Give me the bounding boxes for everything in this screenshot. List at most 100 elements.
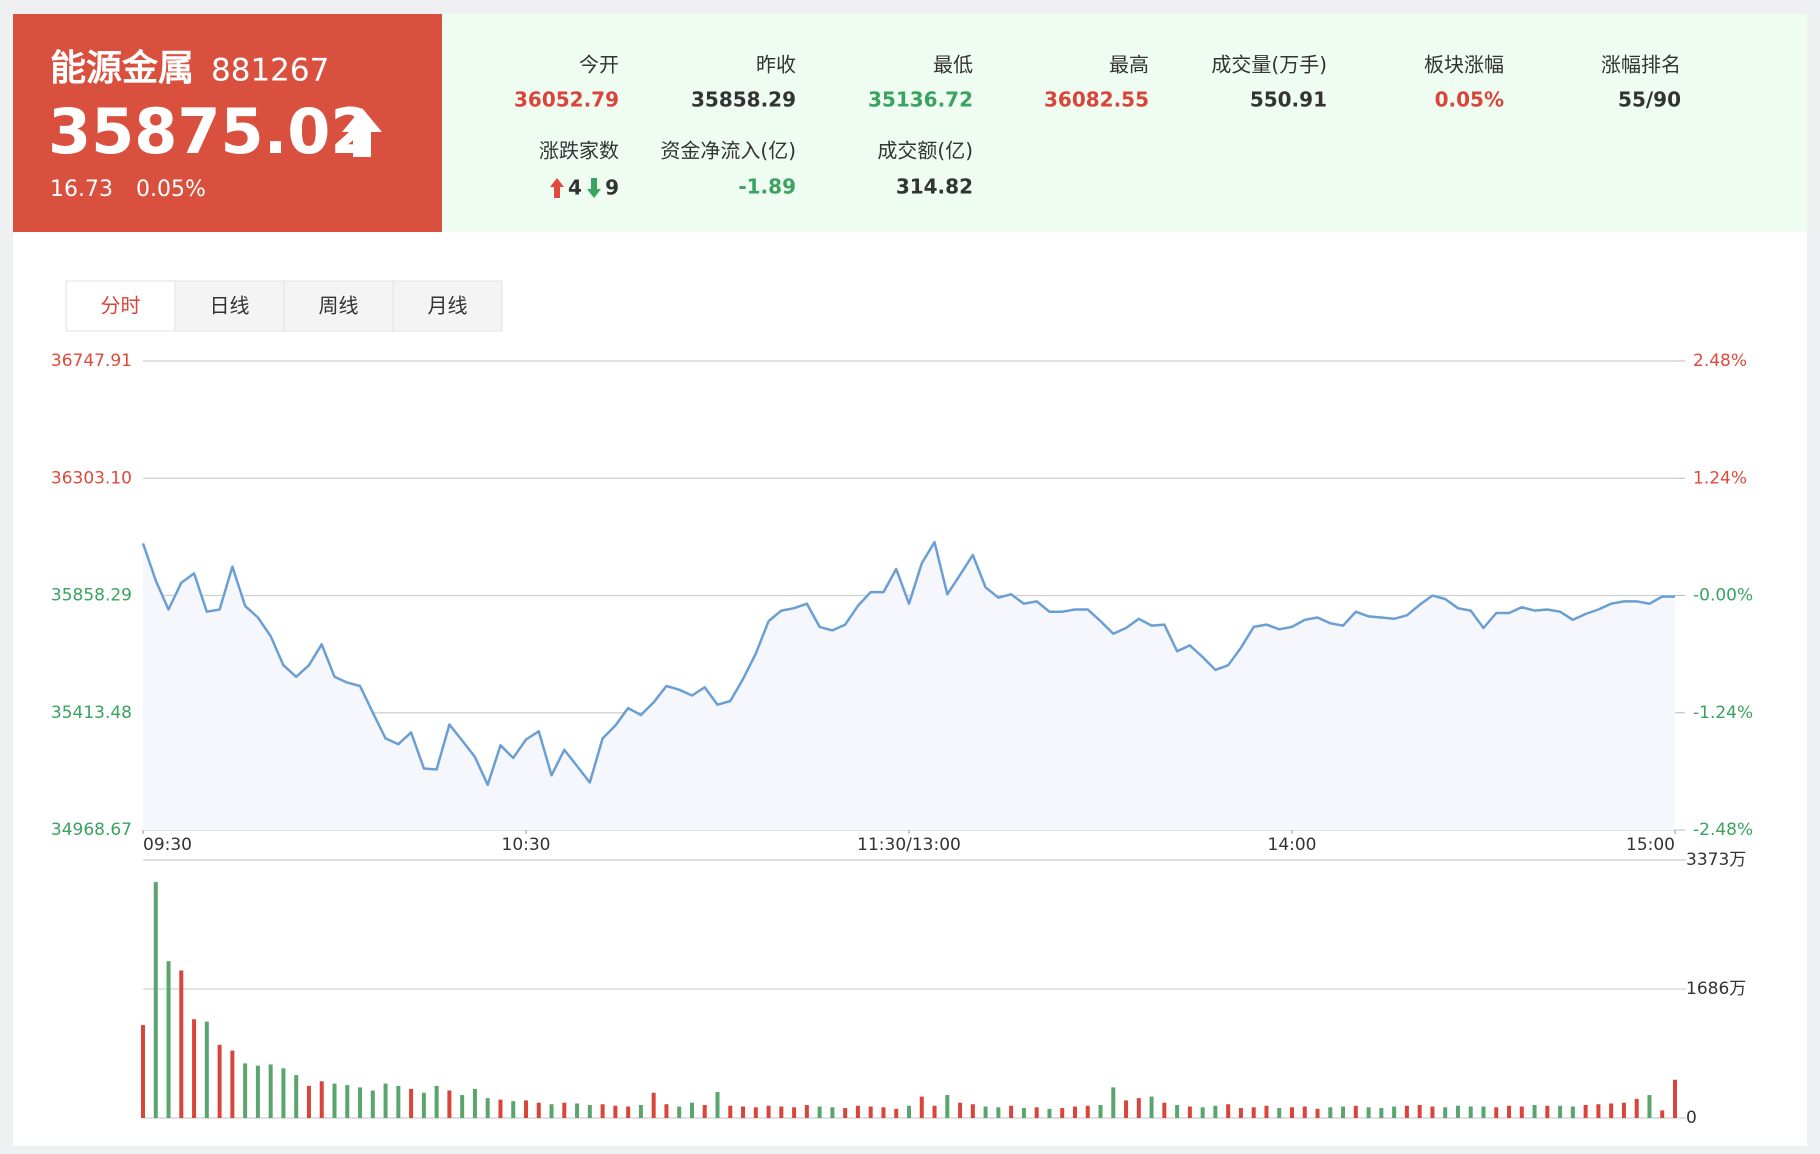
tab-label[interactable]: 日线 [210,294,250,318]
volume-bar [1621,1102,1626,1118]
volume-bar [396,1085,401,1118]
price-area [143,542,1675,830]
volume-bar [1443,1107,1448,1118]
volume-bar [153,882,158,1118]
volume-bar [1060,1108,1065,1118]
volume-bar [485,1098,490,1118]
volume-bar [1430,1106,1435,1118]
x-tick-label: 14:00 [1268,835,1317,855]
volume-bar [268,1064,273,1118]
stat-value: -1.89 [738,175,796,199]
y-tick-label: 36303.10 [51,468,132,488]
volume-bar [741,1106,746,1118]
stat-label: 涨幅排名 [1601,53,1681,77]
volume-bar [1034,1107,1039,1118]
up-arrow-icon [342,108,382,157]
volume-bar [141,1025,145,1118]
stat-value: 35858.29 [691,88,796,112]
tab[interactable] [392,280,503,332]
volume-bar [409,1088,414,1118]
tab[interactable] [283,280,394,332]
volume-bar [1072,1106,1077,1118]
volume-bar [689,1102,694,1118]
volume-bar [1455,1105,1460,1118]
y2-tick-label: -1.24% [1693,703,1753,723]
volume-bar [1404,1105,1409,1118]
volume-bar [192,1019,197,1118]
volume-bar [1507,1105,1512,1118]
volume-bar [370,1090,375,1118]
volume-bar [447,1090,452,1118]
volume-bar [1545,1105,1550,1118]
volume-bar [1673,1079,1677,1118]
volume-bar [702,1104,707,1118]
volume-bar [255,1065,260,1118]
volume-bar [1558,1105,1563,1118]
volume-bar [638,1104,643,1118]
y-tick-label: 1686万 [1686,979,1746,999]
change: 16.73 [50,177,113,202]
volume-bar [1213,1105,1218,1118]
volume-bar [204,1021,209,1118]
x-tick-label: 15:00 [1626,835,1675,855]
volume-bar [983,1106,988,1118]
x-tick-label: 10:30 [502,835,551,855]
volume-bar [511,1101,516,1118]
tab[interactable] [174,280,285,332]
volume-bar [294,1075,299,1118]
volume-bar [1175,1104,1180,1118]
volume-bar [536,1102,541,1118]
volume-bar [919,1096,924,1118]
stat-value: 36052.79 [514,88,619,112]
volume-bar [1468,1106,1473,1118]
y-tick-label: 34968.67 [51,820,132,840]
volume-bar [894,1108,899,1118]
stat-value: 0.05% [1435,88,1504,112]
volume-bar [1328,1107,1333,1118]
volume-bar [1226,1104,1231,1118]
tab-label[interactable]: 月线 [428,294,468,318]
volume-bar [1532,1104,1537,1118]
volume-bar [243,1063,248,1118]
volume-bar [817,1106,822,1118]
volume-bar [932,1105,937,1118]
stat-label: 昨收 [756,53,796,77]
volume-bar [1392,1106,1397,1118]
volume-bar [651,1092,656,1118]
volume-bar [1277,1108,1282,1118]
volume-bar [1609,1103,1614,1118]
stat-label: 资金净流入(亿) [660,139,796,163]
y-tick-label: 35858.29 [51,586,132,606]
volume-bar [664,1104,669,1118]
volume-bar [1660,1110,1665,1118]
volume-bar [792,1107,797,1118]
volume-bar [1021,1108,1026,1118]
volume-bar [166,961,171,1118]
volume-bar [881,1107,886,1118]
up-arrow-icon [550,178,564,198]
y-tick-label: 3373万 [1686,850,1746,870]
tab-label[interactable]: 分时 [101,294,141,318]
price-line [141,540,1675,787]
volume-bar [715,1091,720,1118]
volume-bar [524,1100,528,1118]
volume-bar [843,1108,848,1118]
volume-bar [217,1044,222,1118]
stats-box [442,14,1807,232]
y2-tick-label: 2.48% [1693,351,1747,371]
volume-bar [1417,1104,1422,1118]
volume-bar [996,1107,1001,1118]
tab-label[interactable]: 周线 [319,294,359,318]
volume-bar [1149,1096,1154,1118]
volume-bar [613,1105,618,1118]
y2-tick-label: 1.24% [1693,468,1747,488]
volume-bar [1366,1107,1371,1118]
stat-value: 35136.72 [868,88,973,112]
volume-bar [1647,1095,1652,1118]
volume-bar [179,970,184,1118]
volume-bar [1353,1105,1358,1118]
volume-bar [358,1087,363,1118]
volume-bar [868,1106,873,1118]
